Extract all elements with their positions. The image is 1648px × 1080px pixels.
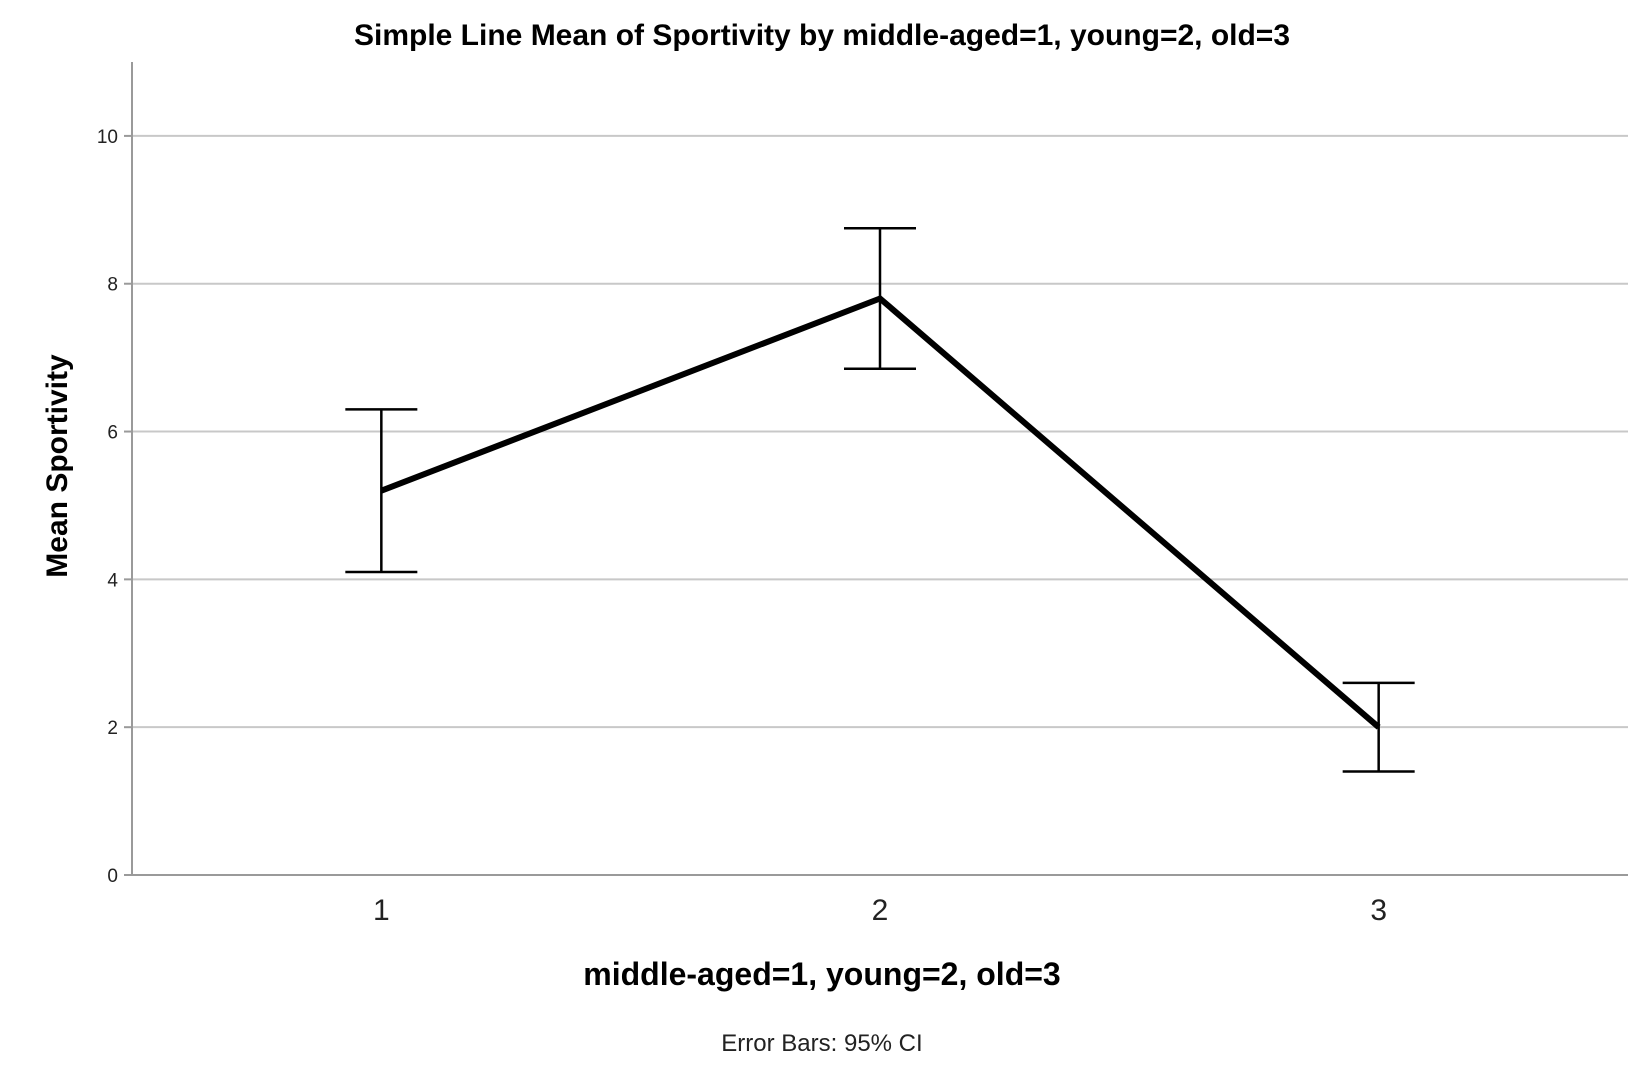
y-tick-label: 2 bbox=[107, 718, 118, 739]
y-axis-title: Mean Sportivity bbox=[41, 354, 74, 578]
axes bbox=[124, 62, 1628, 876]
y-tick-label: 0 bbox=[107, 866, 118, 887]
y-tick-label: 8 bbox=[107, 275, 118, 296]
x-tick-label: 1 bbox=[373, 894, 390, 927]
error-bars-footnote: Error Bars: 95% CI bbox=[721, 1030, 922, 1057]
x-tick-label: 3 bbox=[1370, 894, 1387, 927]
y-tick-label: 6 bbox=[107, 423, 118, 444]
chart-title: Simple Line Mean of Sportivity by middle… bbox=[354, 19, 1290, 52]
y-tick-label: 10 bbox=[97, 127, 118, 148]
x-axis-title: middle-aged=1, young=2, old=3 bbox=[583, 956, 1060, 992]
x-tick-labels: 1 2 3 bbox=[373, 894, 1387, 927]
gridlines bbox=[132, 134, 1628, 729]
y-tick-labels: 0 2 4 6 8 10 bbox=[97, 127, 119, 887]
error-bars bbox=[345, 227, 1415, 773]
x-tick-label: 2 bbox=[872, 894, 889, 927]
y-tick-label: 4 bbox=[107, 570, 118, 591]
